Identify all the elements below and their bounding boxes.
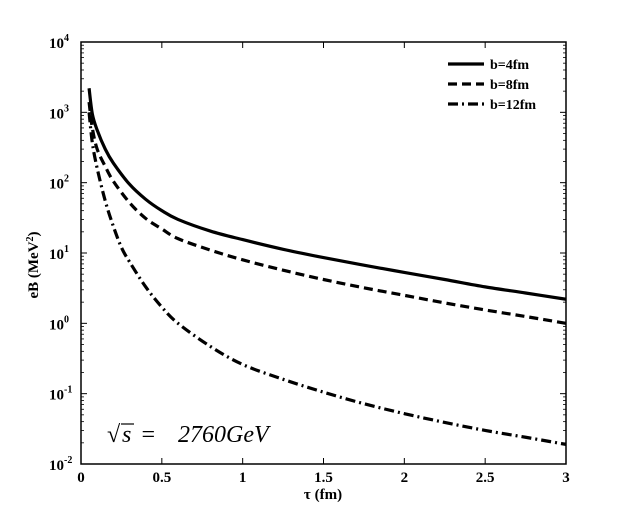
sqrt-s-annotation: √ s = 2760GeV [107,422,271,448]
annotation-radicand: s [122,422,131,448]
x-tick-label: 2 [401,470,409,486]
annotation-value: 2760GeV [178,422,271,448]
x-tick-label: 3 [562,470,570,486]
annotation-equals: = [134,422,162,448]
y-tick-label: 104 [49,33,69,52]
series-line-b=4fm [87,88,567,301]
x-tick-label: 0 [77,470,85,486]
x-tick-label: 1.5 [314,470,333,486]
x-axis-title: τ (fm) [304,487,342,503]
y-tick-label: 102 [49,174,69,193]
annotation-sqrt-symbol: √ [107,422,121,448]
legend-label: b=4fm [490,58,529,73]
x-tick-label: 1 [239,470,247,486]
y-tick-label: 101 [49,244,69,263]
ticks-layer: 0 0.5 1 1.5 2 2.5 3 10-2 10-1 100 101 102 103 104 [49,33,570,486]
y-tick-label: 10-2 [49,455,72,474]
legend-label: b=12fm [490,98,536,113]
legend: b=4fm b=8fm b=12fm [448,58,536,113]
y-tick-label: 103 [49,103,69,122]
y-tick-label: 10-1 [49,385,72,404]
legend-label: b=8fm [490,78,529,93]
x-tick-label: 2.5 [476,470,495,486]
y-axis-title: eB (MeV2) [25,231,43,298]
y-tick-label: 100 [49,314,69,333]
series-layer [87,88,567,446]
x-tick-label: 0.5 [152,470,171,486]
